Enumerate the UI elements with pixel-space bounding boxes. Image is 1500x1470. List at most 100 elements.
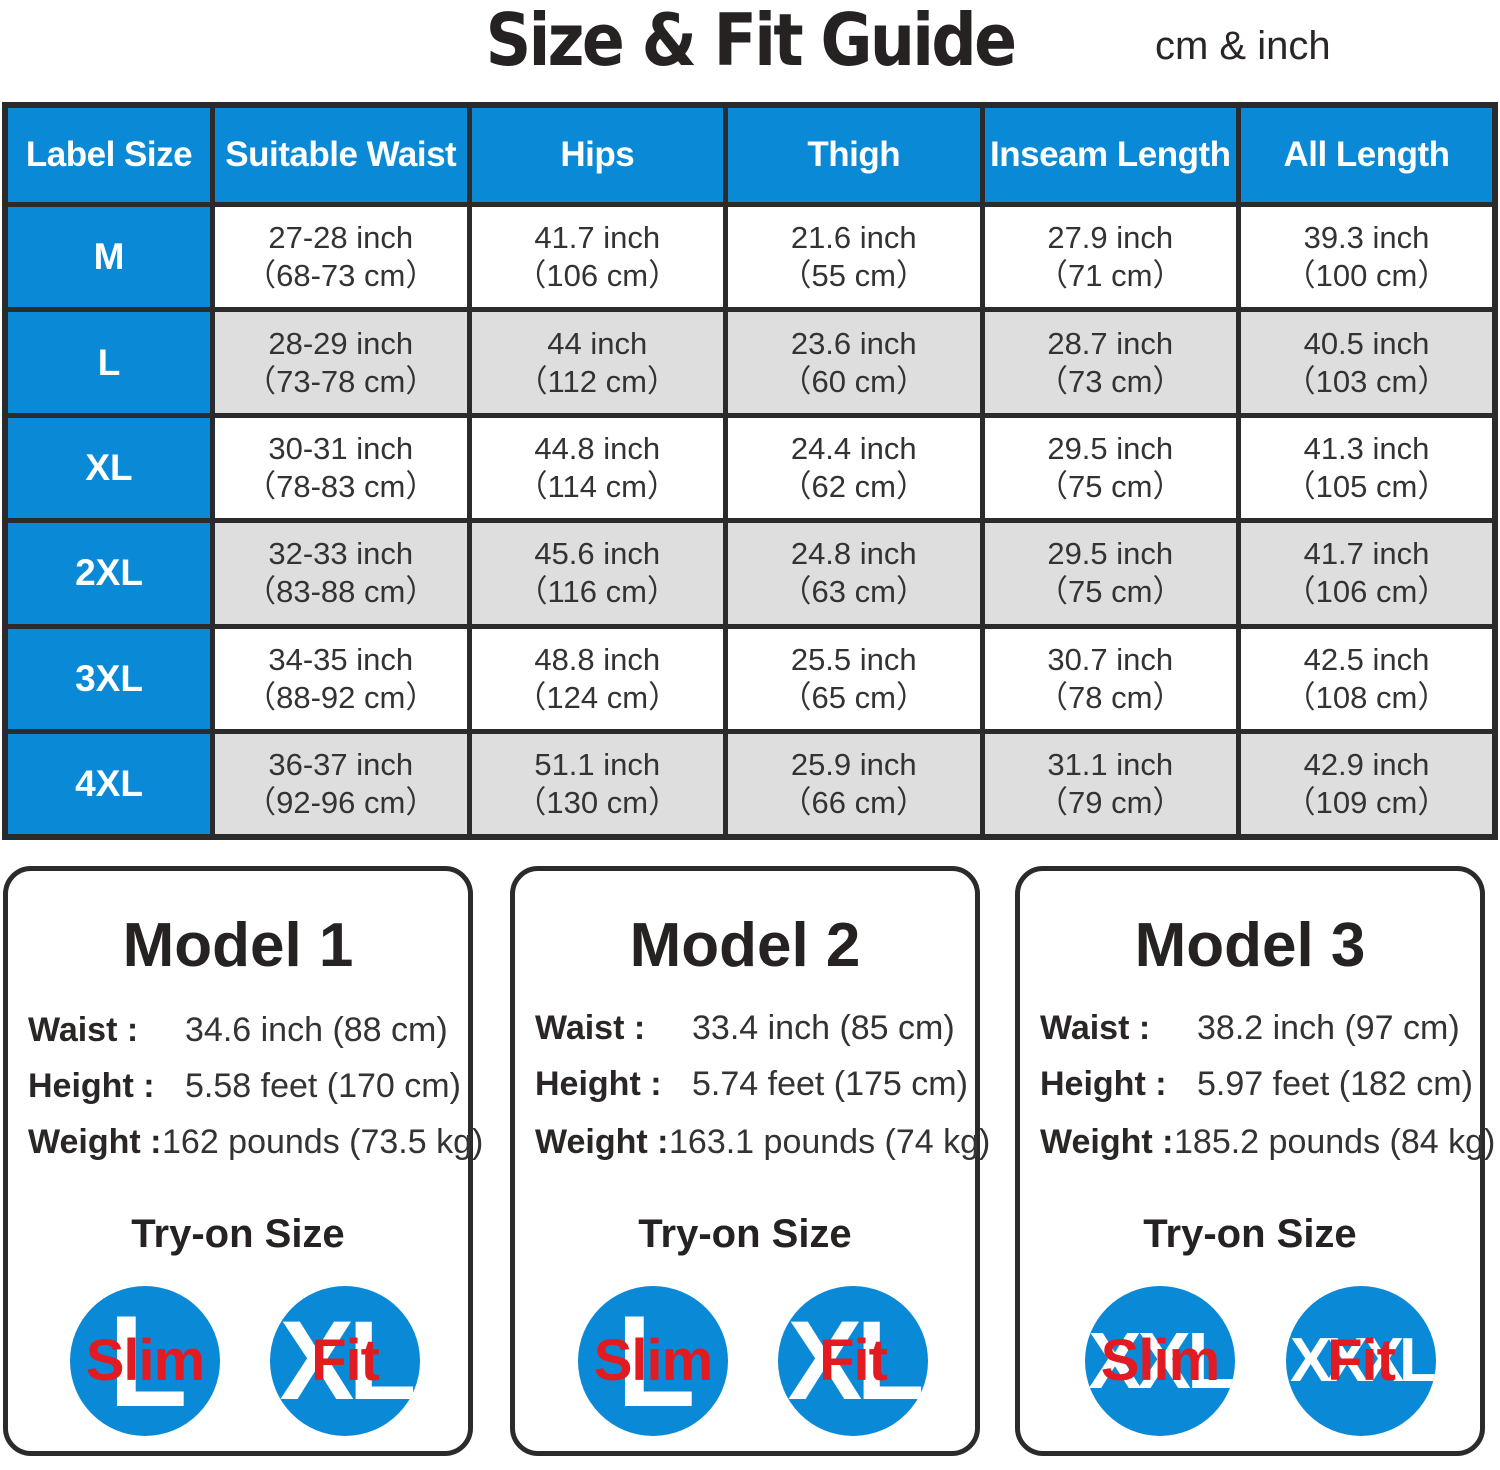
cm-value: （60 cm） — [780, 363, 927, 399]
measurement-cell: 40.5 inch （103 cm） — [1236, 307, 1498, 418]
cm-value: （100 cm） — [1284, 258, 1449, 294]
label-size-cell: L — [2, 307, 215, 418]
cm-value: （83-88 cm） — [245, 574, 437, 610]
inch-value: 34-35 inch — [268, 641, 414, 677]
measurement-cell: 30.7 inch （78 cm） — [979, 623, 1241, 735]
cm-value: （68-73 cm） — [245, 258, 437, 294]
inch-value: 44.8 inch — [534, 431, 661, 467]
badge-fit: Slim — [85, 1328, 206, 1393]
model-title: Model 1 — [122, 911, 354, 980]
slim-size-badge: XXL Slim — [1085, 1286, 1235, 1436]
inch-value: 28-29 inch — [268, 325, 414, 361]
badge-size: L — [108, 1288, 187, 1434]
inch-value: 27-28 inch — [268, 220, 414, 256]
size-chart-table: Label Size Suitable Waist Hips Thigh Ins… — [2, 102, 1498, 840]
measurement-cell: 44.8 inch （114 cm） — [466, 412, 728, 524]
inch-value: 30-31 inch — [268, 431, 414, 467]
inch-value: 23.6 inch — [790, 325, 917, 361]
measurement-cell: 41.3 inch （105 cm） — [1236, 412, 1498, 524]
cm-value: （105 cm） — [1284, 469, 1449, 505]
inch-value: 45.6 inch — [534, 536, 661, 572]
measurement-cell: 28.7 inch （73 cm） — [979, 307, 1241, 418]
inch-value: 32-33 inch — [268, 536, 414, 572]
measurement-cell: 27.9 inch （71 cm） — [979, 201, 1241, 313]
measurement-cell: 25.9 inch （66 cm） — [723, 729, 985, 840]
measurement-cell: 51.1 inch （130 cm） — [466, 729, 728, 840]
waist-label: Waist : — [28, 1011, 139, 1049]
cm-value: （65 cm） — [780, 679, 927, 715]
model-weight: Weight : 185.2 pounds (84 kg) — [1040, 1117, 1495, 1167]
slim-size-badge: L Slim — [578, 1286, 728, 1436]
inch-value: 39.3 inch — [1303, 220, 1430, 256]
height-label: Height : — [28, 1067, 155, 1105]
badge-fit: Fit — [1327, 1328, 1396, 1393]
slim-size-badge: L Slim — [70, 1286, 220, 1436]
measurement-cell: 25.5 inch （65 cm） — [723, 623, 985, 735]
inch-value: 44 inch — [547, 325, 648, 361]
model-weight: Weight : 163.1 pounds (74 kg) — [535, 1117, 990, 1167]
height-value: 5.58 feet (170 cm) — [185, 1067, 461, 1105]
model-title: Model 2 — [629, 911, 861, 980]
badge-fit: Fit — [819, 1328, 888, 1393]
inch-value: 25.5 inch — [790, 641, 917, 677]
measurement-cell: 32-33 inch （83-88 cm） — [210, 518, 472, 629]
cm-value: （114 cm） — [516, 469, 678, 505]
cm-value: （62 cm） — [780, 469, 927, 505]
tryon-label: Try-on Size — [1143, 1212, 1357, 1256]
cm-value: （78-83 cm） — [245, 469, 437, 505]
model-waist: Waist : 34.6 inch (88 cm) — [28, 1005, 468, 1055]
weight-value: 185.2 pounds (84 kg) — [1174, 1123, 1496, 1161]
measurement-cell: 29.5 inch （75 cm） — [979, 518, 1241, 629]
weight-value: 162 pounds (73.5 kg) — [162, 1123, 484, 1161]
cm-value: （63 cm） — [780, 574, 927, 610]
cm-value: （116 cm） — [516, 574, 678, 610]
measurement-cell: 29.5 inch （75 cm） — [979, 412, 1241, 524]
cm-value: （108 cm） — [1284, 679, 1449, 715]
cm-value: （109 cm） — [1284, 785, 1449, 821]
inch-value: 29.5 inch — [1047, 431, 1174, 467]
measurement-cell: 42.9 inch （109 cm） — [1236, 729, 1498, 840]
model-card-3: Model 3 Waist : 38.2 inch (97 cm) Height… — [1015, 866, 1495, 1456]
measurement-cell: 41.7 inch （106 cm） — [466, 201, 728, 313]
weight-label: Weight : — [535, 1123, 669, 1161]
tryon-label: Try-on Size — [131, 1212, 345, 1256]
model-waist: Waist : 38.2 inch (97 cm) — [1040, 1003, 1480, 1053]
inch-value: 48.8 inch — [534, 641, 661, 677]
cm-value: （78 cm） — [1037, 679, 1184, 715]
header-label-size: Label Size — [2, 102, 215, 207]
waist-label: Waist : — [1040, 1009, 1151, 1047]
table-header-row: Label Size Suitable Waist Hips Thigh Ins… — [2, 102, 1498, 207]
measurement-cell: 31.1 inch （79 cm） — [979, 729, 1241, 840]
fit-size-badge: XL Fit — [270, 1286, 420, 1436]
cm-value: （79 cm） — [1037, 785, 1184, 821]
model-height: Height : 5.74 feet (175 cm) — [535, 1059, 975, 1109]
measurement-cell: 34-35 inch （88-92 cm） — [210, 623, 472, 735]
header-suitable-waist: Suitable Waist — [210, 102, 472, 207]
waist-value: 38.2 inch (97 cm) — [1197, 1009, 1460, 1047]
measurement-cell: 41.7 inch （106 cm） — [1236, 518, 1498, 629]
model-height: Height : 5.97 feet (182 cm) — [1040, 1059, 1480, 1109]
badge-fit: Fit — [311, 1328, 380, 1393]
inch-value: 31.1 inch — [1047, 747, 1174, 783]
measurement-cell: 28-29 inch （73-78 cm） — [210, 307, 472, 418]
table-row: 3XL 34-35 inch （88-92 cm） 48.8 inch （124 cm）… — [2, 623, 1498, 735]
page-title: Size & Fit Guide — [485, 0, 1017, 82]
height-value: 5.74 feet (175 cm) — [692, 1065, 968, 1103]
waist-value: 34.6 inch (88 cm) — [185, 1011, 448, 1049]
inch-value: 41.7 inch — [534, 220, 661, 256]
inch-value: 51.1 inch — [534, 747, 661, 783]
table-row: M 27-28 inch （68-73 cm） 41.7 inch （106 cm） 21… — [2, 201, 1498, 313]
inch-value: 24.4 inch — [790, 431, 917, 467]
table-row: 4XL 36-37 inch （92-96 cm） 51.1 inch （130 cm）… — [2, 729, 1498, 840]
measurement-cell: 27-28 inch （68-73 cm） — [210, 201, 472, 313]
model-weight: Weight : 162 pounds (73.5 kg) — [28, 1117, 483, 1167]
fit-size-badge: XXXL Fit — [1286, 1286, 1436, 1436]
table-row: XL 30-31 inch （78-83 cm） 44.8 inch （114 cm） 2… — [2, 412, 1498, 524]
cm-value: （88-92 cm） — [245, 679, 437, 715]
label-size-cell: 2XL — [2, 518, 215, 629]
inch-value: 25.9 inch — [790, 747, 917, 783]
units-note: cm & inch — [1155, 24, 1331, 68]
waist-value: 33.4 inch (85 cm) — [692, 1009, 955, 1047]
weight-label: Weight : — [28, 1123, 162, 1161]
cm-value: （55 cm） — [780, 258, 927, 294]
